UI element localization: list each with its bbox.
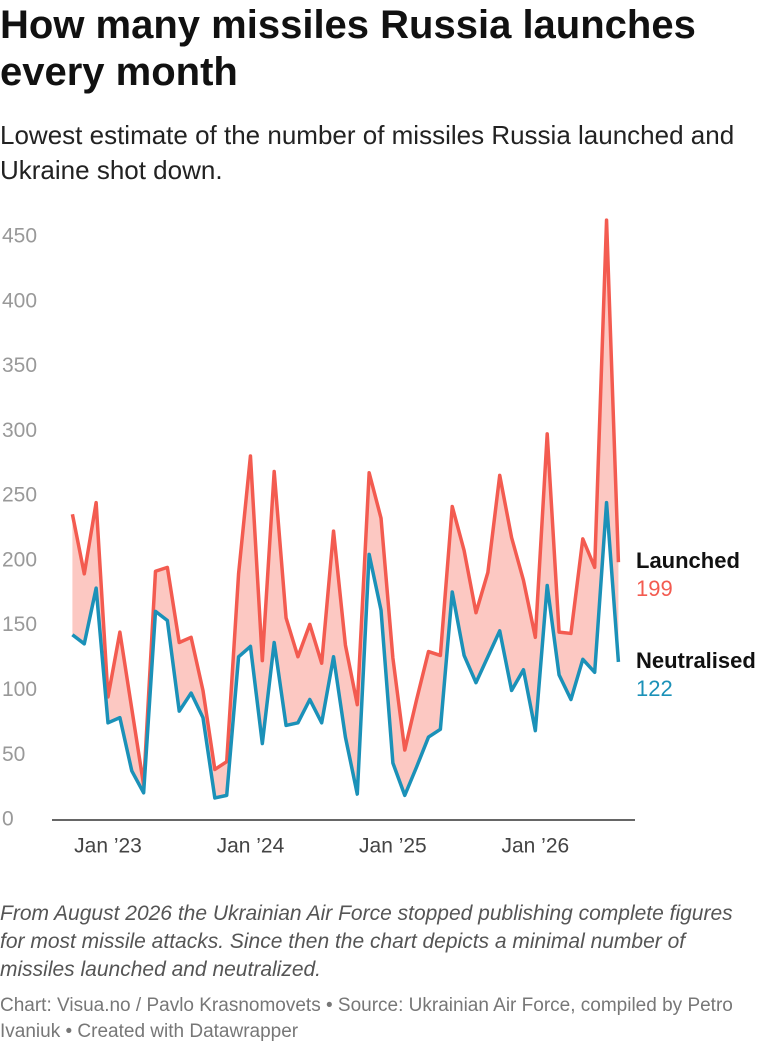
- y-tick-label: 400: [2, 289, 37, 312]
- end-value-label: 122: [636, 676, 673, 701]
- gap-area: [72, 220, 619, 798]
- series-line: [70, 218, 621, 787]
- y-tick-label: 350: [2, 354, 37, 377]
- y-tick-label: 250: [2, 484, 37, 507]
- chart-notes: From August 2026 the Ukrainian Air Force…: [0, 902, 733, 981]
- legend-label: Neutralised: [636, 648, 756, 673]
- y-tick-label: 100: [2, 678, 37, 701]
- x-tick-label: Jan ’26: [501, 835, 569, 858]
- x-tick-label: Jan ’24: [217, 835, 285, 858]
- y-tick-label: 450: [2, 225, 37, 248]
- end-value-label: 199: [636, 576, 673, 601]
- series-line: [71, 500, 621, 800]
- y-tick-label: 200: [2, 548, 37, 571]
- chart-source: Chart: Visua.no / Pavlo Krasnomovets • S…: [0, 995, 733, 1042]
- y-tick-label: 300: [2, 419, 37, 442]
- chart: 0 50 100 150 200 250 300 350 400 450 Jan ’23 Jan ’2…: [2, 218, 756, 858]
- chart-title: How many missiles Russia launches every …: [0, 3, 696, 94]
- chart-subtitle: Lowest estimate of the number of missile…: [0, 120, 735, 185]
- y-tick-label: 0: [2, 808, 14, 831]
- y-tick-label: 150: [2, 613, 37, 636]
- x-tick-label: Jan ’25: [359, 835, 427, 858]
- x-tick-label: Jan ’23: [74, 835, 142, 858]
- legend-label: Launched: [636, 548, 740, 573]
- y-tick-label: 50: [2, 743, 25, 766]
